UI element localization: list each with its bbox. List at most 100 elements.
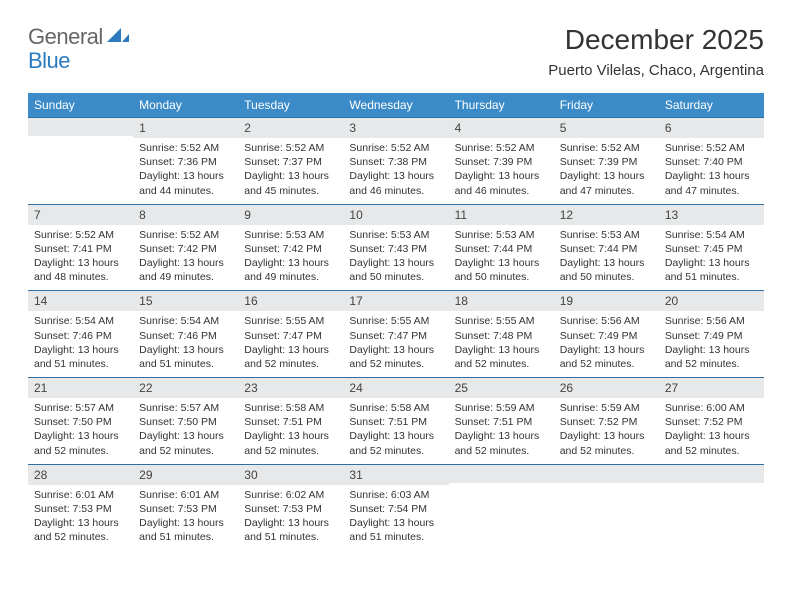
day-detail: Sunrise: 5:58 AMSunset: 7:51 PMDaylight:… <box>343 398 448 464</box>
day-header: Sunday <box>28 93 133 118</box>
day-number: 28 <box>28 465 133 485</box>
day-header: Tuesday <box>238 93 343 118</box>
calendar-cell: 4Sunrise: 5:52 AMSunset: 7:39 PMDaylight… <box>449 118 554 205</box>
day-number: 8 <box>133 205 238 225</box>
day-number: 10 <box>343 205 448 225</box>
day-number: 24 <box>343 378 448 398</box>
day-number: 1 <box>133 118 238 138</box>
calendar-head: SundayMondayTuesdayWednesdayThursdayFrid… <box>28 93 764 118</box>
day-number: 26 <box>554 378 659 398</box>
day-detail: Sunrise: 5:53 AMSunset: 7:44 PMDaylight:… <box>449 225 554 291</box>
calendar-cell: 17Sunrise: 5:55 AMSunset: 7:47 PMDayligh… <box>343 291 448 378</box>
day-detail: Sunrise: 5:56 AMSunset: 7:49 PMDaylight:… <box>554 311 659 377</box>
logo-text-general: General <box>28 24 103 50</box>
calendar-cell-empty <box>659 464 764 550</box>
calendar-cell: 10Sunrise: 5:53 AMSunset: 7:43 PMDayligh… <box>343 204 448 291</box>
logo-text-blue: Blue <box>28 48 70 74</box>
calendar-cell: 12Sunrise: 5:53 AMSunset: 7:44 PMDayligh… <box>554 204 659 291</box>
day-detail: Sunrise: 5:52 AMSunset: 7:37 PMDaylight:… <box>238 138 343 204</box>
logo-sail-icon <box>107 26 129 49</box>
day-number: 9 <box>238 205 343 225</box>
calendar-cell: 24Sunrise: 5:58 AMSunset: 7:51 PMDayligh… <box>343 378 448 465</box>
calendar-body: 1Sunrise: 5:52 AMSunset: 7:36 PMDaylight… <box>28 118 764 551</box>
calendar-cell: 23Sunrise: 5:58 AMSunset: 7:51 PMDayligh… <box>238 378 343 465</box>
day-detail: Sunrise: 5:54 AMSunset: 7:45 PMDaylight:… <box>659 225 764 291</box>
calendar-table: SundayMondayTuesdayWednesdayThursdayFrid… <box>28 93 764 550</box>
calendar-cell: 15Sunrise: 5:54 AMSunset: 7:46 PMDayligh… <box>133 291 238 378</box>
logo: General <box>28 24 131 50</box>
calendar-cell: 11Sunrise: 5:53 AMSunset: 7:44 PMDayligh… <box>449 204 554 291</box>
day-detail: Sunrise: 6:00 AMSunset: 7:52 PMDaylight:… <box>659 398 764 464</box>
day-detail: Sunrise: 5:59 AMSunset: 7:51 PMDaylight:… <box>449 398 554 464</box>
day-detail: Sunrise: 5:54 AMSunset: 7:46 PMDaylight:… <box>28 311 133 377</box>
page: General December 2025 Puerto Vilelas, Ch… <box>0 0 792 574</box>
day-detail: Sunrise: 5:59 AMSunset: 7:52 PMDaylight:… <box>554 398 659 464</box>
title-block: December 2025 Puerto Vilelas, Chaco, Arg… <box>548 24 764 79</box>
day-number: 12 <box>554 205 659 225</box>
day-number <box>659 465 764 483</box>
day-detail: Sunrise: 5:52 AMSunset: 7:41 PMDaylight:… <box>28 225 133 291</box>
day-number: 3 <box>343 118 448 138</box>
day-detail: Sunrise: 5:55 AMSunset: 7:48 PMDaylight:… <box>449 311 554 377</box>
calendar-cell: 18Sunrise: 5:55 AMSunset: 7:48 PMDayligh… <box>449 291 554 378</box>
calendar-cell: 31Sunrise: 6:03 AMSunset: 7:54 PMDayligh… <box>343 464 448 550</box>
day-number: 30 <box>238 465 343 485</box>
day-detail: Sunrise: 5:52 AMSunset: 7:39 PMDaylight:… <box>554 138 659 204</box>
day-header: Monday <box>133 93 238 118</box>
day-header: Thursday <box>449 93 554 118</box>
calendar-cell: 26Sunrise: 5:59 AMSunset: 7:52 PMDayligh… <box>554 378 659 465</box>
calendar-cell: 1Sunrise: 5:52 AMSunset: 7:36 PMDaylight… <box>133 118 238 205</box>
day-number: 4 <box>449 118 554 138</box>
day-detail <box>659 483 764 492</box>
day-detail: Sunrise: 5:53 AMSunset: 7:42 PMDaylight:… <box>238 225 343 291</box>
day-detail: Sunrise: 6:01 AMSunset: 7:53 PMDaylight:… <box>133 485 238 551</box>
day-detail: Sunrise: 5:53 AMSunset: 7:43 PMDaylight:… <box>343 225 448 291</box>
day-number: 23 <box>238 378 343 398</box>
calendar-week-row: 14Sunrise: 5:54 AMSunset: 7:46 PMDayligh… <box>28 291 764 378</box>
day-number: 13 <box>659 205 764 225</box>
day-number: 27 <box>659 378 764 398</box>
calendar-week-row: 21Sunrise: 5:57 AMSunset: 7:50 PMDayligh… <box>28 378 764 465</box>
calendar-week-row: 1Sunrise: 5:52 AMSunset: 7:36 PMDaylight… <box>28 118 764 205</box>
calendar-week-row: 28Sunrise: 6:01 AMSunset: 7:53 PMDayligh… <box>28 464 764 550</box>
calendar-cell: 14Sunrise: 5:54 AMSunset: 7:46 PMDayligh… <box>28 291 133 378</box>
day-number: 5 <box>554 118 659 138</box>
day-detail: Sunrise: 5:52 AMSunset: 7:40 PMDaylight:… <box>659 138 764 204</box>
day-detail: Sunrise: 5:55 AMSunset: 7:47 PMDaylight:… <box>238 311 343 377</box>
calendar-cell: 19Sunrise: 5:56 AMSunset: 7:49 PMDayligh… <box>554 291 659 378</box>
calendar-cell-empty <box>449 464 554 550</box>
day-number: 21 <box>28 378 133 398</box>
day-detail: Sunrise: 5:53 AMSunset: 7:44 PMDaylight:… <box>554 225 659 291</box>
calendar-cell: 20Sunrise: 5:56 AMSunset: 7:49 PMDayligh… <box>659 291 764 378</box>
day-number: 31 <box>343 465 448 485</box>
calendar-cell: 16Sunrise: 5:55 AMSunset: 7:47 PMDayligh… <box>238 291 343 378</box>
day-number: 19 <box>554 291 659 311</box>
day-detail: Sunrise: 5:52 AMSunset: 7:42 PMDaylight:… <box>133 225 238 291</box>
header: General December 2025 Puerto Vilelas, Ch… <box>28 24 764 79</box>
day-detail: Sunrise: 6:01 AMSunset: 7:53 PMDaylight:… <box>28 485 133 551</box>
day-detail: Sunrise: 5:55 AMSunset: 7:47 PMDaylight:… <box>343 311 448 377</box>
calendar-cell: 28Sunrise: 6:01 AMSunset: 7:53 PMDayligh… <box>28 464 133 550</box>
day-detail: Sunrise: 5:58 AMSunset: 7:51 PMDaylight:… <box>238 398 343 464</box>
calendar-cell: 27Sunrise: 6:00 AMSunset: 7:52 PMDayligh… <box>659 378 764 465</box>
day-detail <box>554 483 659 492</box>
calendar-cell-empty <box>28 118 133 205</box>
day-header-row: SundayMondayTuesdayWednesdayThursdayFrid… <box>28 93 764 118</box>
calendar-cell: 30Sunrise: 6:02 AMSunset: 7:53 PMDayligh… <box>238 464 343 550</box>
calendar-week-row: 7Sunrise: 5:52 AMSunset: 7:41 PMDaylight… <box>28 204 764 291</box>
calendar-cell: 8Sunrise: 5:52 AMSunset: 7:42 PMDaylight… <box>133 204 238 291</box>
calendar-cell: 25Sunrise: 5:59 AMSunset: 7:51 PMDayligh… <box>449 378 554 465</box>
day-detail: Sunrise: 5:54 AMSunset: 7:46 PMDaylight:… <box>133 311 238 377</box>
calendar-cell: 5Sunrise: 5:52 AMSunset: 7:39 PMDaylight… <box>554 118 659 205</box>
calendar-cell: 2Sunrise: 5:52 AMSunset: 7:37 PMDaylight… <box>238 118 343 205</box>
day-detail <box>28 136 133 145</box>
day-number: 2 <box>238 118 343 138</box>
day-header: Wednesday <box>343 93 448 118</box>
month-title: December 2025 <box>548 24 764 56</box>
calendar-cell: 21Sunrise: 5:57 AMSunset: 7:50 PMDayligh… <box>28 378 133 465</box>
day-detail: Sunrise: 5:57 AMSunset: 7:50 PMDaylight:… <box>28 398 133 464</box>
day-number: 29 <box>133 465 238 485</box>
day-detail: Sunrise: 5:52 AMSunset: 7:36 PMDaylight:… <box>133 138 238 204</box>
day-number: 18 <box>449 291 554 311</box>
day-detail: Sunrise: 5:57 AMSunset: 7:50 PMDaylight:… <box>133 398 238 464</box>
